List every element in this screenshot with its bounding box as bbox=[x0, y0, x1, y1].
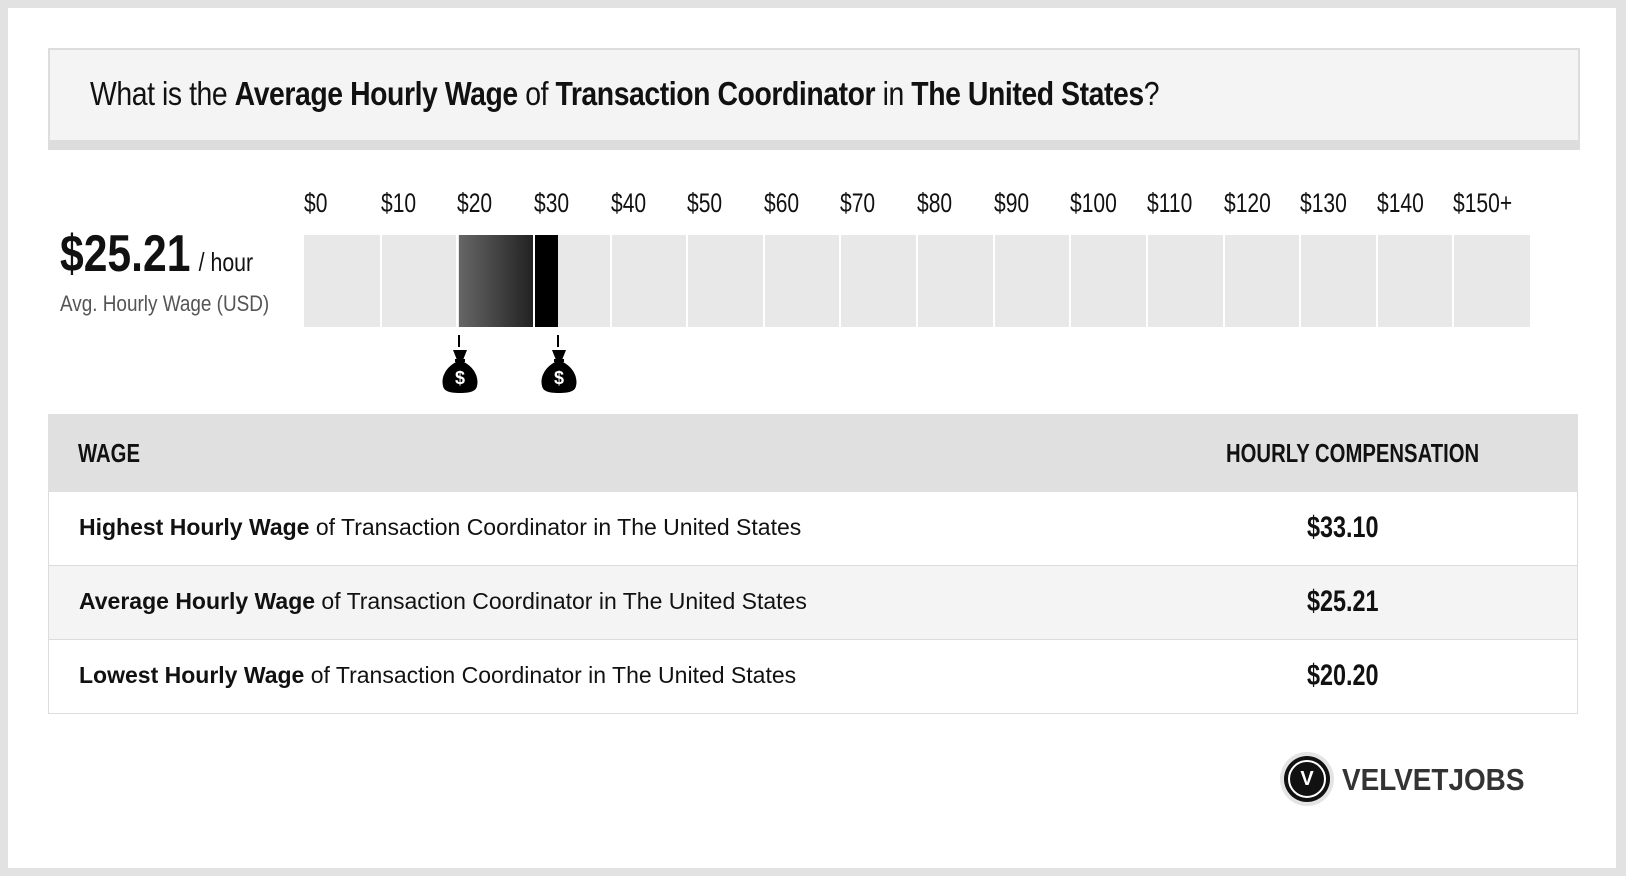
svg-text:$: $ bbox=[554, 368, 564, 388]
scale-cell-divider bbox=[1222, 235, 1225, 327]
scale-cell-divider bbox=[532, 235, 535, 327]
wage-scale-track bbox=[304, 235, 1530, 327]
scale-cell-divider bbox=[916, 235, 918, 327]
tick-label: $50 bbox=[687, 188, 723, 218]
wage-range-bar-low bbox=[458, 235, 533, 327]
svg-text:$: $ bbox=[455, 368, 465, 388]
tick-label: $150+ bbox=[1453, 188, 1513, 218]
row-label-emphasis: Highest Hourly Wage bbox=[79, 514, 310, 540]
average-wage-summary: $25.21/ hour bbox=[60, 226, 253, 282]
wage-unit: / hour bbox=[198, 247, 254, 277]
scale-cell-divider bbox=[456, 235, 459, 327]
wage-table: WAGE HOURLY COMPENSATION Highest Hourly … bbox=[48, 414, 1578, 714]
tick-label: $30 bbox=[533, 188, 570, 218]
title-emphasis: The United States bbox=[911, 75, 1144, 112]
column-header-wage: WAGE bbox=[78, 438, 140, 468]
table-row: Average Hourly Wage of Transaction Coord… bbox=[48, 566, 1578, 640]
question-header: What is the Average Hourly Wage of Trans… bbox=[48, 48, 1580, 140]
scale-cell-divider bbox=[686, 235, 689, 327]
marker-tick bbox=[556, 335, 559, 347]
tick-label: $70 bbox=[840, 188, 876, 218]
row-value: $33.10 bbox=[1307, 511, 1379, 544]
tick-label: $110 bbox=[1146, 188, 1193, 218]
row-label: Lowest Hourly Wage of Transaction Coordi… bbox=[79, 662, 796, 689]
wage-range-chart: $0 $10 $20 $30 $40 $50 $60 $70 $80 $90 $100 $110 $12… bbox=[304, 180, 1530, 393]
scale-cell-divider bbox=[1299, 235, 1302, 327]
tick-label: $10 bbox=[380, 188, 416, 218]
scale-cell-divider bbox=[1375, 235, 1378, 327]
row-label: Highest Hourly Wage of Transaction Coord… bbox=[79, 514, 801, 541]
table-header: WAGE HOURLY COMPENSATION bbox=[48, 414, 1578, 492]
scale-cell-divider bbox=[839, 235, 842, 327]
tick-label: $100 bbox=[1070, 188, 1118, 218]
row-value: $25.21 bbox=[1307, 585, 1379, 618]
money-bag-icon: $ bbox=[541, 350, 577, 393]
row-label-rest: of Transaction Coordinator in The United… bbox=[309, 514, 802, 540]
average-wage-caption: Avg. Hourly Wage (USD) bbox=[60, 291, 270, 316]
page-title: What is the Average Hourly Wage of Trans… bbox=[90, 74, 1159, 114]
title-emphasis: Transaction Coordinator bbox=[555, 75, 876, 112]
table-row: Lowest Hourly Wage of Transaction Coordi… bbox=[48, 640, 1578, 714]
wage-range-bar-high bbox=[534, 235, 558, 327]
scale-cell-divider bbox=[609, 235, 612, 327]
title-emphasis: Average Hourly Wage bbox=[234, 75, 519, 112]
row-label: Average Hourly Wage of Transaction Coord… bbox=[79, 588, 807, 615]
logo-letter: V bbox=[1288, 760, 1326, 798]
row-label-emphasis: Average Hourly Wage bbox=[79, 588, 316, 614]
velvetjobs-logo-icon: V bbox=[1280, 752, 1334, 806]
tick-label: $60 bbox=[763, 188, 799, 218]
tick-label: $20 bbox=[457, 188, 493, 218]
column-header-compensation: HOURLY COMPENSATION bbox=[1226, 438, 1480, 468]
wage-card: What is the Average Hourly Wage of Trans… bbox=[8, 8, 1616, 868]
title-text: of bbox=[517, 75, 556, 112]
title-text: in bbox=[875, 75, 912, 112]
scale-cell-divider bbox=[379, 235, 382, 327]
row-label-rest: of Transaction Coordinator in The United… bbox=[304, 662, 797, 688]
table-row: Highest Hourly Wage of Transaction Coord… bbox=[48, 492, 1578, 566]
marker-tick bbox=[457, 335, 460, 347]
header-divider bbox=[48, 140, 1580, 150]
average-wage-amount: $25.21 bbox=[60, 225, 191, 283]
row-label-emphasis: Lowest Hourly Wage bbox=[79, 662, 305, 688]
row-label-rest: of Transaction Coordinator in The United… bbox=[315, 588, 807, 614]
title-text: ? bbox=[1143, 75, 1160, 112]
velvetjobs-logo[interactable]: V VELVETJOBS bbox=[1280, 752, 1540, 808]
scale-cell-divider bbox=[1452, 235, 1455, 327]
tick-label: $90 bbox=[993, 188, 1029, 218]
row-value: $20.20 bbox=[1307, 659, 1379, 692]
tick-label: $0 bbox=[304, 188, 328, 218]
tick-label: $140 bbox=[1376, 188, 1424, 218]
money-bag-icon: $ bbox=[442, 350, 478, 393]
scale-cell-divider bbox=[992, 235, 995, 327]
tick-label: $120 bbox=[1223, 188, 1271, 218]
scale-cell-divider bbox=[1069, 235, 1072, 327]
scale-cell-divider bbox=[762, 235, 765, 327]
tick-label: $80 bbox=[917, 188, 953, 218]
title-text: What is the bbox=[90, 75, 235, 112]
scale-cell-divider bbox=[1145, 235, 1148, 327]
tick-label: $40 bbox=[610, 188, 646, 218]
logo-text: VELVETJOBS bbox=[1342, 762, 1525, 797]
tick-label: $130 bbox=[1300, 188, 1347, 218]
